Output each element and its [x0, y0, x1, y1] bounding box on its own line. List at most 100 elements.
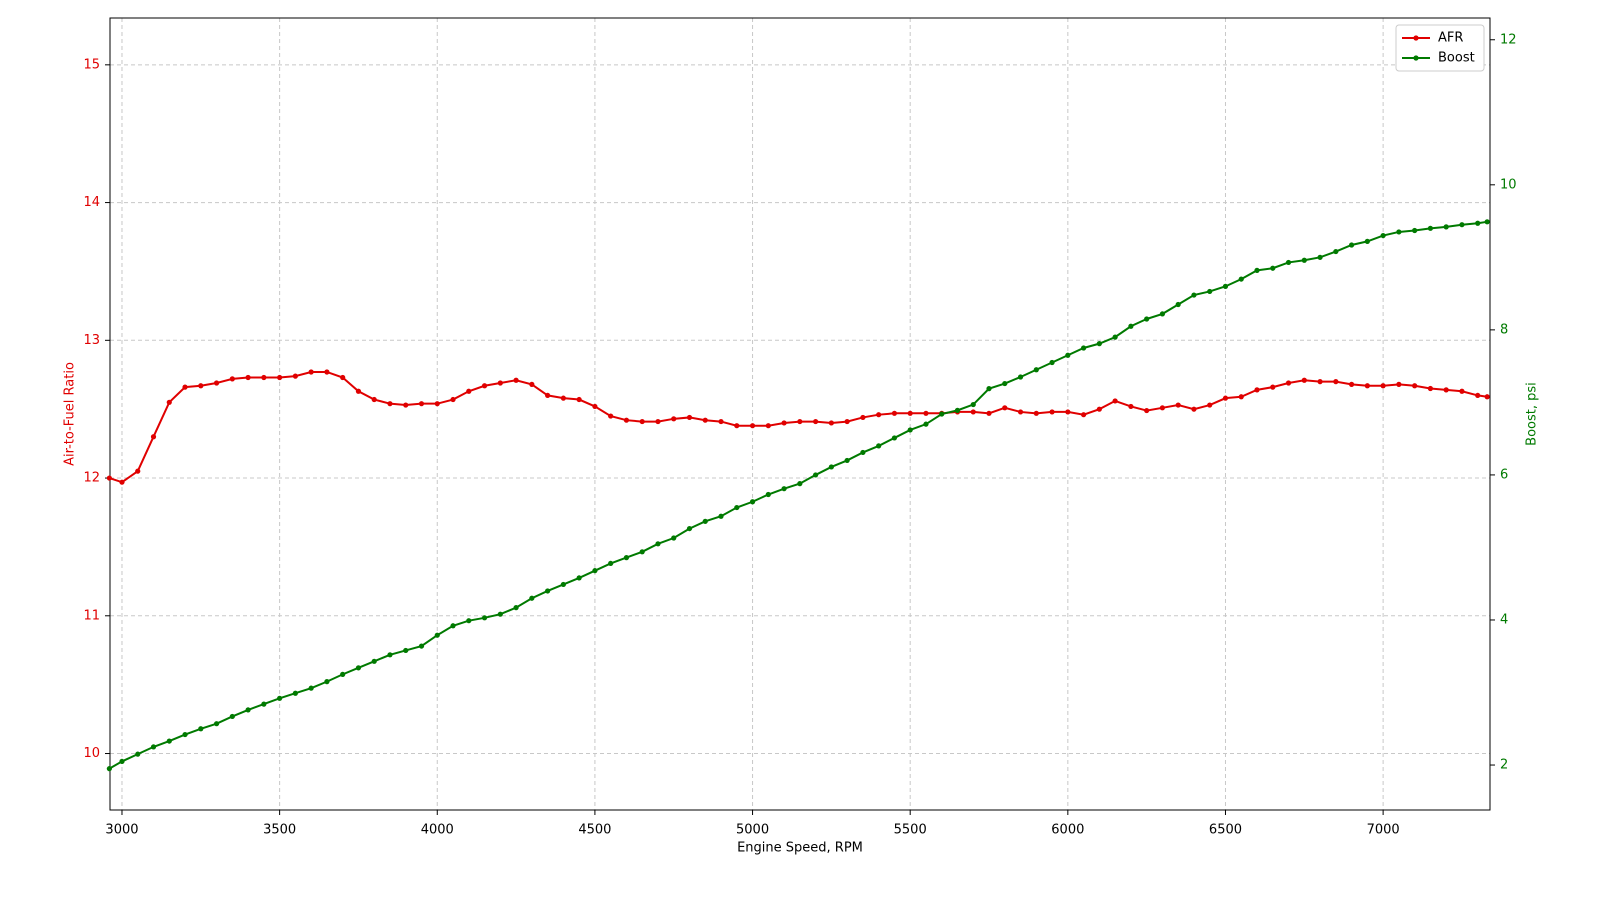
- data-point: [1033, 367, 1039, 373]
- data-point: [1017, 374, 1024, 380]
- data-point: [497, 380, 503, 386]
- data-point: [182, 731, 188, 738]
- data-point: [986, 410, 992, 416]
- data-point: [213, 380, 220, 386]
- data-point: [1065, 409, 1071, 415]
- data-point: [844, 418, 850, 425]
- data-point: [1128, 323, 1134, 329]
- x-tick-label: 3000: [105, 823, 138, 838]
- data-point: [150, 434, 157, 440]
- data-point: [1443, 224, 1449, 230]
- data-point: [655, 418, 661, 425]
- x-tick-label: 4000: [421, 823, 454, 838]
- x-tick-label: 4500: [578, 823, 611, 838]
- data-point: [970, 409, 976, 415]
- data-point: [1159, 311, 1166, 317]
- data-point: [1191, 292, 1197, 298]
- x-tick-label: 7000: [1367, 823, 1400, 838]
- y2-tick-label: 10: [1500, 177, 1517, 192]
- data-point: [560, 395, 566, 401]
- x-tick-label: 6000: [1051, 823, 1084, 838]
- legend-marker: [1413, 55, 1419, 61]
- data-point: [860, 414, 866, 421]
- data-point: [106, 475, 112, 481]
- data-point: [576, 396, 582, 403]
- data-point: [418, 643, 425, 649]
- data-point: [481, 383, 488, 389]
- data-point: [1412, 383, 1418, 389]
- data-point: [1301, 377, 1307, 383]
- data-point: [371, 396, 377, 403]
- data-point: [229, 713, 235, 720]
- data-point: [166, 399, 172, 405]
- data-point: [623, 417, 630, 423]
- data-point: [734, 504, 740, 511]
- data-point: [245, 707, 251, 713]
- data-point: [1191, 406, 1197, 412]
- x-axis-label: Engine Speed, RPM: [737, 841, 863, 856]
- data-point: [734, 423, 740, 429]
- data-point: [1475, 220, 1481, 226]
- data-point: [324, 369, 330, 375]
- data-point: [106, 766, 112, 772]
- data-point: [939, 411, 945, 417]
- data-point: [970, 401, 976, 408]
- data-point: [813, 472, 819, 478]
- data-point: [1065, 352, 1071, 358]
- data-point: [1348, 242, 1355, 248]
- y2-tick-label: 12: [1500, 32, 1517, 47]
- data-point: [718, 418, 724, 425]
- data-point: [702, 518, 708, 524]
- data-point: [813, 418, 819, 425]
- data-point: [876, 412, 882, 418]
- data-point: [828, 464, 834, 470]
- data-point: [292, 373, 298, 379]
- data-point: [702, 417, 708, 423]
- data-point: [749, 499, 756, 505]
- data-point: [797, 418, 803, 425]
- data-point: [1459, 222, 1465, 228]
- data-point: [245, 374, 251, 381]
- data-point: [497, 611, 503, 617]
- data-point: [308, 685, 314, 691]
- data-point: [1348, 381, 1355, 387]
- data-point: [1364, 383, 1370, 389]
- data-point: [1380, 383, 1386, 389]
- plot-frame: [109, 17, 1491, 811]
- data-point: [387, 652, 393, 658]
- data-point: [797, 481, 803, 487]
- data-point: [1285, 380, 1292, 386]
- y-axis-label: Air-to-Fuel Ratio: [63, 362, 78, 466]
- data-point: [324, 679, 330, 685]
- data-point: [529, 595, 535, 601]
- data-point: [513, 377, 519, 383]
- data-point: [986, 386, 992, 392]
- data-point: [1096, 341, 1102, 347]
- data-point: [1096, 406, 1102, 412]
- data-point: [781, 486, 787, 492]
- x-tick-label: 5500: [894, 823, 927, 838]
- data-point: [1443, 387, 1449, 393]
- data-point: [1459, 388, 1465, 394]
- x-tick-label: 3500: [263, 823, 296, 838]
- y-tick-label: 12: [83, 471, 100, 486]
- data-point: [1333, 248, 1339, 255]
- data-point: [1238, 276, 1244, 282]
- data-point: [923, 421, 929, 427]
- data-point: [277, 374, 283, 381]
- data-point: [1080, 345, 1087, 351]
- data-point: [1207, 402, 1213, 408]
- data-point: [1175, 301, 1181, 308]
- data-point: [403, 402, 409, 408]
- data-point: [418, 401, 425, 407]
- data-point: [1002, 405, 1008, 411]
- data-point: [340, 374, 346, 381]
- data-point: [1301, 257, 1307, 263]
- data-point: [513, 605, 519, 611]
- data-point: [844, 457, 850, 464]
- data-point: [891, 435, 898, 441]
- data-point: [592, 568, 598, 574]
- data-point: [576, 575, 582, 581]
- data-point: [229, 376, 235, 382]
